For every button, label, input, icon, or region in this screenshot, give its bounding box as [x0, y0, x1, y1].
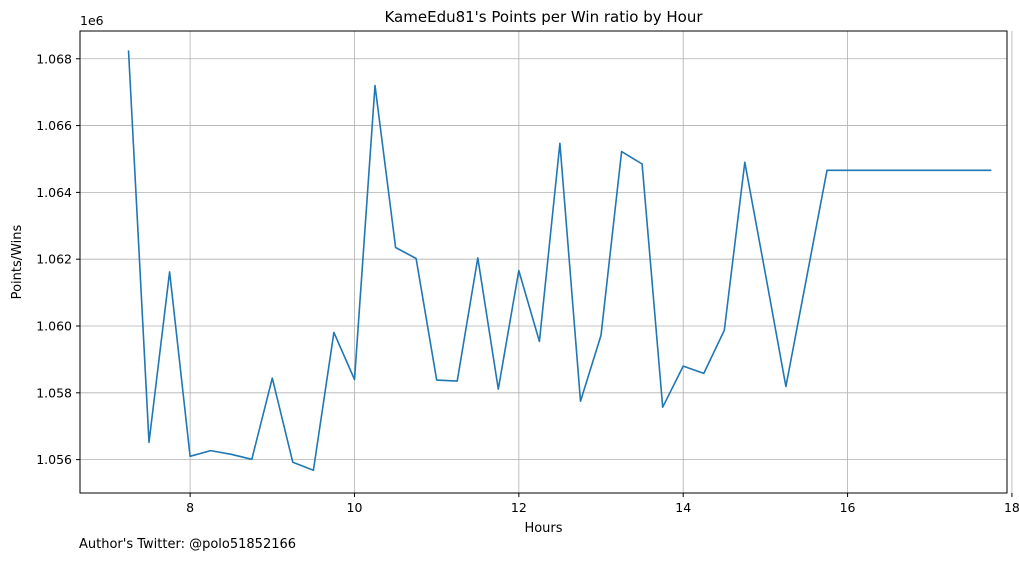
series-layer: [127, 50, 992, 472]
x-tick-label: 14: [675, 500, 691, 515]
x-tick-label: 18: [1004, 500, 1019, 515]
y-axis-label: Points/Wins: [10, 224, 25, 299]
author-credit: Author's Twitter: @polo51852166: [79, 537, 297, 552]
y-axis-offset-label: 1e6: [80, 13, 104, 28]
x-tick-label: 10: [347, 500, 363, 515]
ticks: 8 10 12 14 16 18 1.056 1.058 1.060 1.062 1.064 1.06…: [36, 51, 1019, 515]
y-tick-label: 1.056: [36, 452, 72, 467]
x-tick-label: 12: [511, 500, 527, 515]
x-tick-label: 8: [186, 500, 194, 515]
x-tick-label: 16: [840, 500, 856, 515]
series-line: [127, 50, 992, 472]
axes-frame: [79, 30, 1008, 494]
y-tick-label: 1.068: [36, 51, 72, 66]
y-tick-label: 1.062: [36, 252, 72, 267]
y-tick-label: 1.058: [36, 385, 72, 400]
chart-title: KameEdu81's Points per Win ratio by Hour: [384, 8, 703, 26]
y-tick-label: 1.064: [36, 185, 72, 200]
y-tick-label: 1.066: [36, 118, 72, 133]
x-axis-label: Hours: [524, 521, 562, 536]
grid: [80, 31, 1013, 493]
y-tick-label: 1.060: [36, 319, 72, 334]
